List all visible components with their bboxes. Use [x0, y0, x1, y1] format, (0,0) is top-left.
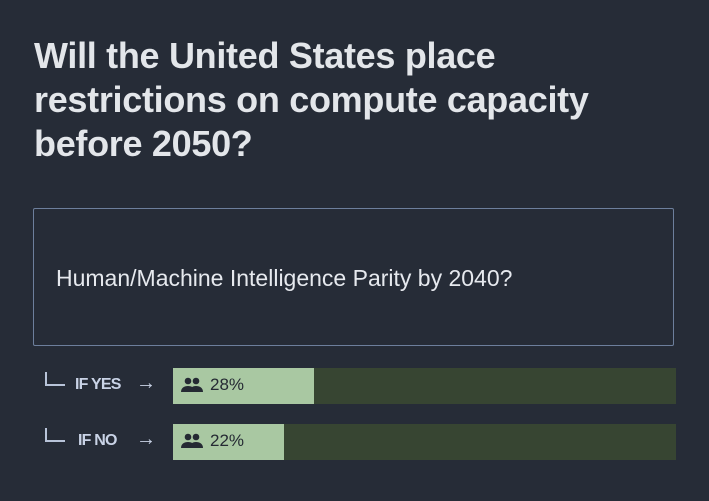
- branch-corner-icon: [45, 372, 65, 386]
- question-title: Will the United States place restriction…: [34, 35, 589, 164]
- linked-question-card[interactable]: Human/Machine Intelligence Parity by 204…: [33, 208, 674, 346]
- arrow-right-icon: →: [136, 428, 156, 450]
- condition-label: IF YES: [75, 376, 121, 393]
- condition-label: IF NO: [78, 432, 117, 449]
- probability-value: 28%: [210, 375, 245, 394]
- condition-row-no[interactable]: IF NO → 22%: [40, 424, 676, 460]
- users-icon: [181, 433, 203, 448]
- branch-corner-icon: [45, 428, 65, 442]
- linked-question-title: Human/Machine Intelligence Parity by 204…: [56, 265, 513, 291]
- probability-bar-fill: [173, 424, 284, 460]
- probability-bar: 28%: [173, 368, 676, 404]
- arrow-right-icon: →: [136, 372, 156, 394]
- users-icon: [181, 377, 203, 392]
- probability-bar-fill: [173, 368, 314, 404]
- probability-bar: 22%: [173, 424, 676, 460]
- condition-row-yes[interactable]: IF YES → 28%: [40, 368, 676, 404]
- probability-value: 22%: [210, 431, 245, 450]
